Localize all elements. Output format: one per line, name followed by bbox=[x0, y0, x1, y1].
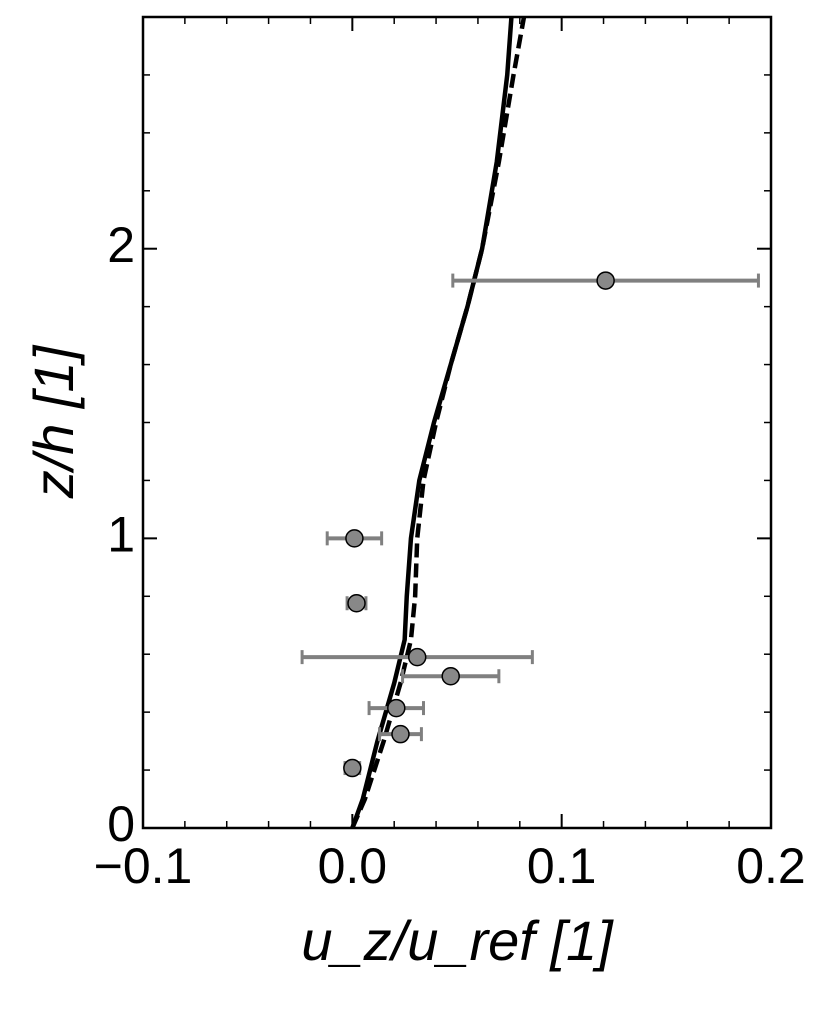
data-point bbox=[407, 647, 427, 667]
y-axis-label: z/h [1] bbox=[22, 344, 85, 499]
line-series bbox=[350, 16, 514, 829]
line-series bbox=[350, 16, 527, 829]
data-point bbox=[387, 698, 406, 718]
data-point bbox=[441, 666, 460, 686]
y-tick-label: 1 bbox=[107, 507, 135, 563]
x-tick-label: 0.2 bbox=[736, 838, 806, 894]
x-tick-label: 0.1 bbox=[527, 838, 597, 894]
data-point bbox=[345, 529, 364, 548]
data-point bbox=[596, 271, 615, 290]
y-tick-label: 0 bbox=[107, 796, 135, 852]
plot-frame bbox=[141, 15, 773, 830]
y-tick-label: 2 bbox=[107, 217, 135, 273]
data-point bbox=[347, 593, 366, 613]
x-tick-label: 0.0 bbox=[318, 838, 388, 894]
data-point bbox=[343, 758, 362, 778]
x-axis-label: u_z/u_ref [1] bbox=[301, 909, 614, 972]
x-tick-label: −0.1 bbox=[94, 838, 193, 894]
data-point bbox=[391, 724, 410, 744]
